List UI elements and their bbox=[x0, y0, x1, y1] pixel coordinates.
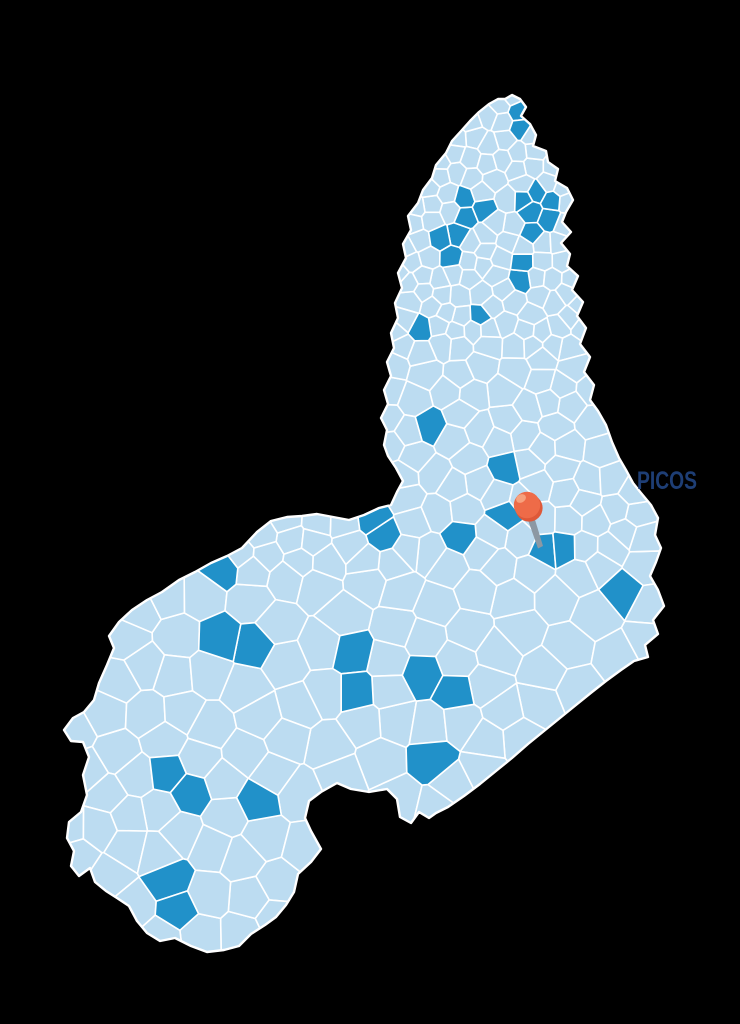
municipality bbox=[392, 783, 615, 952]
municipality bbox=[457, 750, 664, 952]
municipality bbox=[281, 547, 314, 578]
municipality bbox=[64, 95, 426, 218]
municipality bbox=[541, 333, 564, 362]
municipality-highlighted bbox=[429, 674, 475, 711]
municipality bbox=[352, 771, 423, 906]
municipality-highlighted bbox=[414, 405, 448, 448]
municipality-highlighted bbox=[513, 190, 534, 213]
municipality bbox=[552, 132, 664, 198]
municipality bbox=[534, 388, 561, 418]
municipality bbox=[434, 466, 469, 503]
municipality-highlighted bbox=[438, 244, 464, 269]
municipality bbox=[543, 454, 582, 483]
municipality bbox=[403, 95, 484, 133]
municipality bbox=[552, 211, 664, 247]
location-pin-icon bbox=[513, 491, 543, 549]
pin-highlight bbox=[516, 494, 526, 503]
municipality bbox=[123, 640, 166, 692]
municipality bbox=[190, 338, 412, 381]
municipality bbox=[329, 461, 361, 540]
municipality bbox=[64, 134, 418, 261]
municipality bbox=[444, 320, 466, 340]
municipality bbox=[98, 281, 410, 349]
municipality-highlighted bbox=[469, 303, 493, 326]
municipality bbox=[303, 718, 357, 771]
municipality-highlighted bbox=[438, 520, 478, 556]
municipality-cells-layer bbox=[64, 95, 664, 952]
municipality-highlighted bbox=[138, 857, 197, 903]
municipality bbox=[194, 340, 408, 407]
municipality bbox=[452, 568, 498, 616]
municipality bbox=[310, 430, 406, 477]
municipality-highlighted bbox=[340, 670, 375, 714]
municipality bbox=[491, 148, 513, 174]
municipality-highlighted bbox=[485, 450, 521, 486]
municipality-highlighted bbox=[509, 253, 534, 273]
municipality bbox=[575, 344, 664, 407]
municipality bbox=[109, 794, 149, 832]
municipality bbox=[266, 397, 406, 443]
municipality-highlighted bbox=[401, 654, 444, 702]
municipality bbox=[554, 662, 664, 871]
municipality-highlighted bbox=[407, 312, 433, 342]
municipality-highlighted bbox=[471, 198, 499, 224]
municipality bbox=[406, 339, 438, 368]
municipality bbox=[280, 815, 403, 934]
municipality bbox=[135, 306, 309, 534]
municipality bbox=[377, 570, 427, 612]
municipality bbox=[472, 335, 504, 361]
municipality bbox=[549, 230, 593, 255]
municipality bbox=[542, 95, 664, 179]
municipality bbox=[344, 542, 381, 575]
municipality-highlighted bbox=[483, 500, 524, 532]
municipality bbox=[163, 689, 207, 736]
pin-head bbox=[513, 491, 541, 519]
municipality bbox=[557, 148, 664, 228]
municipality bbox=[607, 517, 638, 551]
municipality bbox=[216, 95, 452, 170]
municipality-highlighted bbox=[405, 740, 462, 786]
municipality bbox=[391, 533, 421, 573]
municipality bbox=[502, 716, 664, 952]
municipality bbox=[479, 682, 525, 732]
municipality-highlighted bbox=[87, 375, 239, 593]
municipality bbox=[286, 110, 441, 199]
municipality bbox=[560, 235, 664, 293]
picos-city-label: PICOS bbox=[637, 467, 697, 495]
municipality-highlighted bbox=[197, 609, 242, 663]
municipality bbox=[262, 717, 312, 766]
municipality bbox=[566, 258, 664, 318]
municipality bbox=[64, 321, 255, 570]
municipality bbox=[219, 833, 268, 883]
municipality bbox=[570, 303, 664, 356]
municipality bbox=[64, 386, 162, 634]
municipality-highlighted bbox=[597, 567, 644, 622]
municipality bbox=[300, 438, 334, 537]
state-border bbox=[62, 93, 666, 954]
municipality bbox=[64, 128, 425, 236]
municipality bbox=[481, 208, 507, 237]
municipality-highlighted bbox=[148, 754, 188, 794]
municipality bbox=[339, 95, 468, 148]
municipality bbox=[519, 95, 652, 146]
municipality-highlighted bbox=[235, 777, 283, 822]
municipality-highlighted bbox=[552, 530, 576, 571]
municipality bbox=[64, 160, 411, 302]
municipality bbox=[64, 301, 186, 621]
municipality bbox=[64, 252, 279, 549]
municipality bbox=[536, 411, 576, 442]
municipality-highlighted bbox=[453, 184, 476, 209]
municipality-highlighted bbox=[154, 890, 200, 932]
